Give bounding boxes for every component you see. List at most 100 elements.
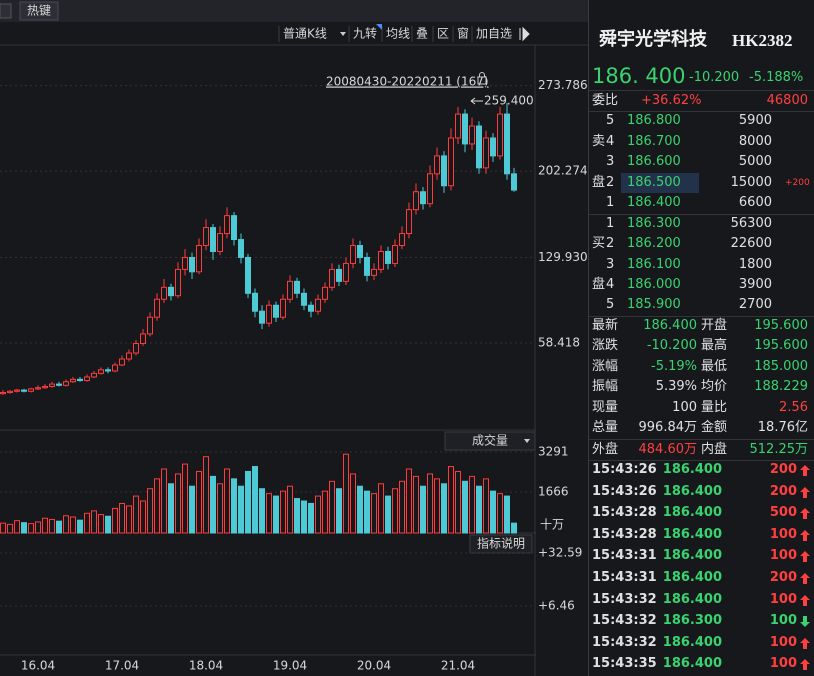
volume-bar [287,485,293,534]
candle-body [133,342,139,354]
stat-label: 涨幅 [592,358,619,374]
hotkey-button[interactable] [19,1,59,21]
volume-bar [294,498,300,534]
volume-bar [462,480,468,534]
toolbar-item[interactable]: 均线 [386,27,410,41]
nine-turn-marker [376,24,382,30]
candle-body [0,391,6,395]
trade-price: 186.400 [662,526,722,542]
quote-panel: 舜宇光学科技 HK2382 186. 400 -10.200 -5.188% 委比 +36.… [588,0,814,676]
volume-bar [210,475,216,534]
arrow [800,508,810,520]
hotkey-label[interactable]: 热键 [27,4,51,18]
sidebar-toggle[interactable] [519,26,530,42]
trade-direction [800,594,810,606]
toolbar-item[interactable]: 区 [437,27,449,41]
candle-body [21,389,27,392]
x-tick-label: 18.04 [189,659,223,673]
volume-bar [217,483,223,534]
volume-label[interactable]: 成交量 [472,433,508,448]
candle-body [329,268,335,288]
trade-price: 186.400 [662,656,722,672]
volume-bar [231,478,237,534]
candle-body [455,113,461,139]
book-price: 186.700 [627,134,681,149]
volume-bar [161,468,167,534]
volume-bar [105,515,111,534]
book-price: 186.100 [627,257,681,272]
volume-bar [315,495,321,534]
toolbar-item[interactable]: 加自选 [476,27,512,41]
menu-button[interactable] [0,3,12,19]
volume-bar [182,463,188,534]
volume-bar [0,522,6,534]
candle-body [322,286,328,300]
toolbar-item[interactable]: 普通K线 [283,27,327,41]
stat-label: 外盘 [592,442,619,457]
stat-label: 涨跌 [592,338,619,354]
volume-bar [280,490,286,534]
volume-bar [42,517,48,534]
book-price: 186.600 [627,154,681,169]
y-tick-label: 273.786 [538,78,588,92]
candle-body [56,383,62,386]
trade-price: 186.400 [662,505,722,521]
trade-time: 15:43:32 [592,591,657,607]
book-price: 186.300 [627,216,681,231]
candle-body [14,389,20,392]
volume-bar [385,495,391,534]
book-qty: 8000 [738,134,772,149]
stock-code: HK2382 [732,30,793,50]
volume-bar [35,521,41,534]
y-tick-label: +32.59 [538,546,582,560]
trade-time: 15:43:26 [592,483,657,499]
trade-price: 186.400 [662,634,722,650]
trade-time: 15:43:28 [592,505,657,521]
book-level: 5 [606,297,615,312]
weibi-diff: 46800 [766,93,808,108]
candle-body [189,256,195,273]
toolbar-item[interactable]: 叠 [416,27,428,41]
trade-time: 15:43:26 [592,462,657,477]
candle-body [28,388,34,392]
candle-body [399,233,405,247]
stat-label: 金额 [701,420,728,435]
book-level: 2 [606,236,615,251]
x-tick-label: 19.04 [273,659,307,673]
lock-icon[interactable] [477,76,487,85]
trade-qty: 100 [769,526,797,542]
range-label[interactable]: 20080430-20220211 (167) [326,75,489,89]
trade-price: 186.300 [662,613,722,629]
candle-body [49,383,55,388]
stat-label: 最新 [592,318,619,333]
candle-body [497,113,503,157]
divider [589,460,814,461]
trade-qty: 100 [769,613,797,629]
stat-value: 186.400 [643,318,697,333]
trade-qty: 500 [769,505,797,521]
trade-qty: 200 [769,483,797,499]
volume-selector[interactable] [444,431,536,451]
book-level: 1 [606,195,615,210]
divider [589,439,814,440]
book-level: 2 [606,175,615,190]
candle-body [350,245,356,264]
trade-direction [800,551,810,563]
candle-body [336,268,342,282]
book-price: 185.900 [627,297,681,312]
indicator-help-label[interactable]: 指标说明 [477,536,525,551]
trade-price: 186.400 [662,483,722,499]
volume-bar [112,507,118,534]
stat-value: 512.25万 [749,442,809,457]
volume-bar [455,470,461,534]
book-price: 186.000 [627,277,681,292]
selected-level[interactable] [621,173,699,193]
candle-body [420,191,426,205]
toolbar-item[interactable]: 窗 [457,27,469,41]
toolbar-item[interactable]: 九转 [353,26,377,41]
candle-body [161,286,167,300]
candle-body [434,155,440,175]
arrow [800,465,810,476]
volume-bar [175,473,181,534]
